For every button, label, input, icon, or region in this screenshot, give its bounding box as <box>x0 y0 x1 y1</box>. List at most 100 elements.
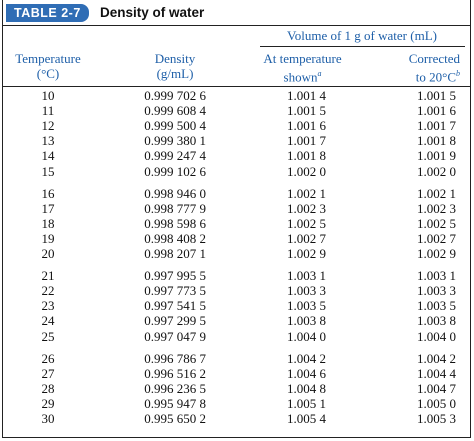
table-cell: 0.999 608 4 <box>144 103 206 119</box>
table-cell: 1.002 1 <box>417 185 456 201</box>
table-cell: 1.004 0 <box>417 328 456 344</box>
table-cell: 19 <box>41 230 55 246</box>
column-header: Corrected to 20°Cb <box>370 51 460 84</box>
table-cell: 0.997 541 5 <box>144 298 206 314</box>
table-label: TABLE 2-7 <box>6 4 89 22</box>
table-cell: 10 <box>41 88 55 103</box>
table-cell: 1.005 3 <box>417 411 456 426</box>
header-line: (g/mL) <box>120 66 230 81</box>
table-cell: 1.004 4 <box>417 365 456 381</box>
table-cell: 17 <box>41 200 55 216</box>
table-cell: 1.001 5 <box>417 88 456 103</box>
table-cell: 0.996 516 2 <box>144 365 206 381</box>
table-cell: 24 <box>41 313 55 329</box>
table-cell: 1.004 0 <box>287 328 326 344</box>
table-cell: 16 <box>41 185 55 201</box>
table-cell: 22 <box>41 283 55 299</box>
header-line: Corrected <box>370 51 460 66</box>
table-cell: 1.003 3 <box>417 283 456 299</box>
header-text: Density <box>154 51 196 66</box>
rule <box>2 86 471 87</box>
table-cell: 14 <box>41 148 55 164</box>
header-text: to 20°C <box>415 69 456 85</box>
column-header: At temperature showna <box>250 51 355 84</box>
table-cell: 1.004 7 <box>417 380 456 396</box>
table-cell: 1.001 7 <box>287 133 326 149</box>
table-cell: 1.004 8 <box>287 380 326 396</box>
table-cell: 1.003 1 <box>287 268 326 284</box>
table-cell: 0.999 702 6 <box>144 88 206 103</box>
table-cell: 0.995 947 8 <box>144 395 206 411</box>
table-cell: 1.001 7 <box>417 118 456 134</box>
table-cell: 0.997 773 5 <box>144 283 206 299</box>
table-cell: 0.999 102 6 <box>144 163 206 179</box>
table-cell: 0.995 650 2 <box>144 411 206 426</box>
table-cell: 1.002 3 <box>417 200 456 216</box>
header-text: Corrected <box>408 51 460 66</box>
table-cell: 25 <box>41 328 55 344</box>
table-cell: 1.005 4 <box>287 411 326 426</box>
table-cell: 28 <box>41 380 55 396</box>
table-cell: 15 <box>41 163 55 179</box>
table-cell: 26 <box>41 350 55 366</box>
column-group-header: Volume of 1 g of water (mL) <box>287 28 437 43</box>
table-cell: 1.002 0 <box>417 163 456 179</box>
table-cell: 0.997 299 5 <box>144 313 206 329</box>
header-text: At temperature <box>263 51 342 66</box>
table-cell: 1.001 5 <box>287 103 326 119</box>
table-cell: 1.003 5 <box>417 298 456 314</box>
table-cell: 0.999 380 1 <box>144 133 206 149</box>
footnote-mark: a <box>317 69 322 78</box>
table-cell: 0.997 995 5 <box>144 268 206 284</box>
table-cell: 1.001 6 <box>417 103 456 119</box>
header-line: At temperature <box>250 51 355 66</box>
column-header: Density (g/mL) <box>120 51 230 81</box>
header-text: Temperature <box>15 51 81 66</box>
header-text: shown <box>283 69 318 85</box>
table-cell: 1.003 3 <box>287 283 326 299</box>
table-cell: 1.002 9 <box>417 246 456 261</box>
table-cell: 1.001 9 <box>417 148 456 164</box>
table-title: Density of water <box>100 5 205 20</box>
table-cell: 1.001 6 <box>287 118 326 134</box>
column-header: Temperature (°C) <box>8 51 88 81</box>
table-cell: 1.002 7 <box>287 230 326 246</box>
table-cell: 1.002 5 <box>417 215 456 231</box>
table-cell: 1.004 6 <box>287 365 326 381</box>
table-cell: 13 <box>41 133 55 149</box>
table-cell: 27 <box>41 365 55 381</box>
table-cell: 0.999 247 4 <box>144 148 206 164</box>
table-cell: 1.002 7 <box>417 230 456 246</box>
table-cell: 18 <box>41 215 55 231</box>
table-cell: 1.002 1 <box>287 185 326 201</box>
table-cell: 21 <box>41 268 55 284</box>
table-cell: 1.004 2 <box>417 350 456 366</box>
table-cell: 1.002 3 <box>287 200 326 216</box>
header-line: (°C) <box>8 66 88 81</box>
table-cell: 0.996 236 5 <box>144 380 206 396</box>
table-cell: 23 <box>41 298 55 314</box>
table-cell: 12 <box>41 118 55 134</box>
footnote-mark: b <box>456 69 460 78</box>
header-line: Temperature <box>8 51 88 66</box>
table-cell: 1.003 5 <box>287 298 326 314</box>
table-cell: 1.003 1 <box>417 268 456 284</box>
table-cell: 0.997 047 9 <box>144 328 206 344</box>
header-text: (°C) <box>36 66 60 81</box>
table-cell: 0.998 598 6 <box>144 215 206 231</box>
rule <box>260 46 465 47</box>
table-cell: 1.004 2 <box>287 350 326 366</box>
table-cell: 29 <box>41 395 55 411</box>
table-cell: 30 <box>41 411 55 426</box>
table-cell: 20 <box>41 246 55 261</box>
table-cell: 1.001 8 <box>287 148 326 164</box>
table-cell: 1.001 8 <box>417 133 456 149</box>
header-text: (g/mL) <box>156 66 194 81</box>
table-cell: 1.002 5 <box>287 215 326 231</box>
header-line: to 20°Cb <box>370 66 460 84</box>
table-cell: 1.001 4 <box>287 88 326 103</box>
rule <box>2 25 471 26</box>
table-cell: 0.999 500 4 <box>144 118 206 134</box>
